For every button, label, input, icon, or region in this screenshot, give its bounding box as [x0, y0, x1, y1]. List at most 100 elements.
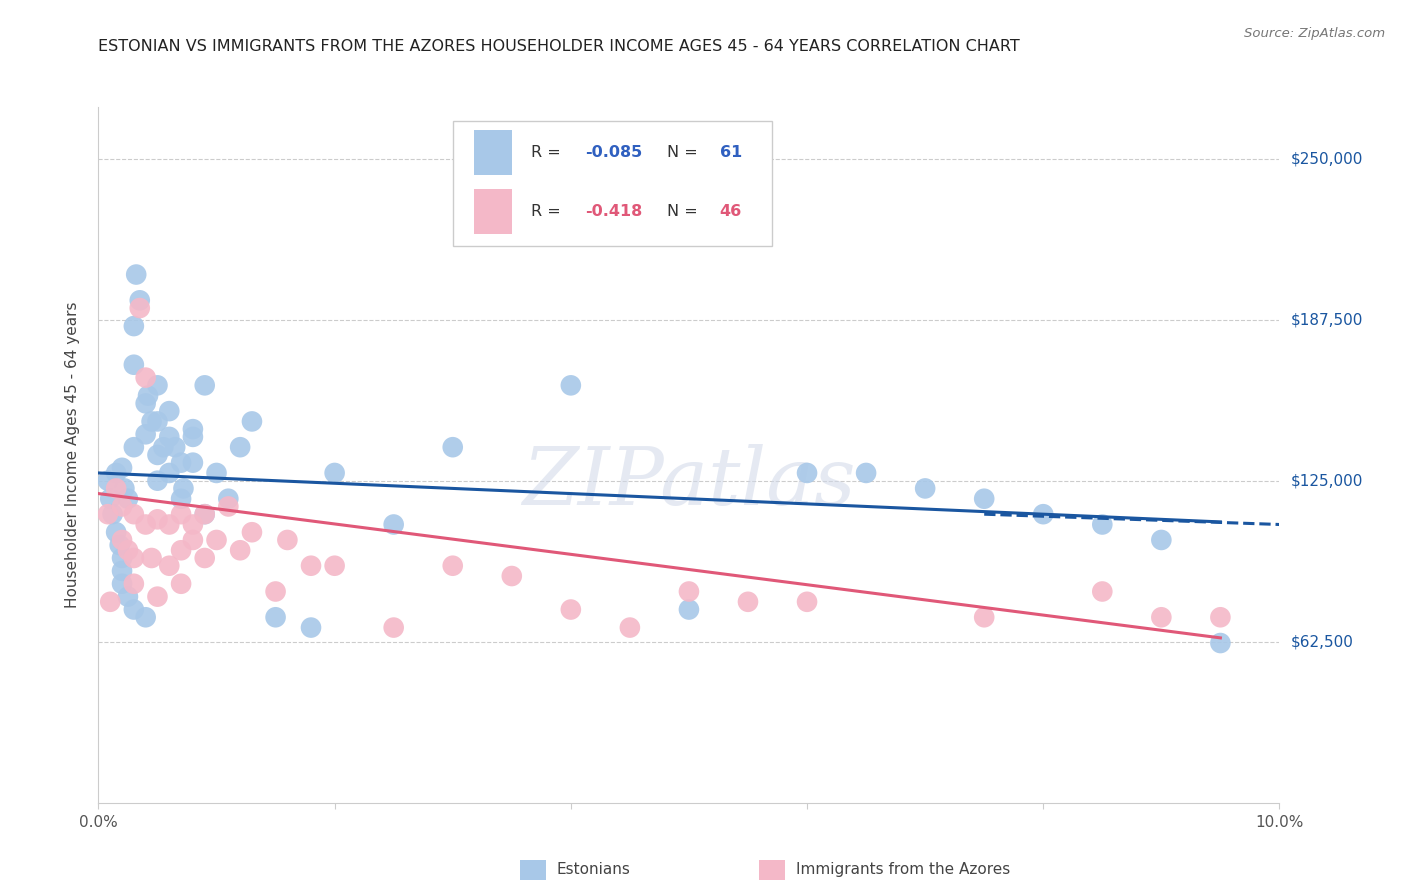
Point [264, 610, 287, 624]
Text: Source: ZipAtlas.com: Source: ZipAtlas.com [1244, 27, 1385, 40]
Text: $125,000: $125,000 [1291, 473, 1362, 488]
Point [240, 525, 263, 540]
Point [111, 460, 134, 475]
Point [128, 293, 150, 308]
Point [1150, 533, 1173, 547]
Point [914, 482, 936, 496]
Point [205, 533, 228, 547]
Text: ESTONIAN VS IMMIGRANTS FROM THE AZORES HOUSEHOLDER INCOME AGES 45 - 64 YEARS COR: ESTONIAN VS IMMIGRANTS FROM THE AZORES H… [98, 38, 1021, 54]
Point [170, 576, 193, 591]
Point [157, 466, 180, 480]
Point [152, 440, 174, 454]
Point [973, 610, 995, 624]
Point [276, 533, 298, 547]
Point [146, 474, 169, 488]
Point [181, 430, 204, 444]
Point [1209, 636, 1232, 650]
Point [146, 378, 169, 392]
Point [146, 512, 169, 526]
Text: ZIPatlas: ZIPatlas [522, 444, 856, 522]
Point [441, 558, 464, 573]
Text: $187,500: $187,500 [1291, 312, 1362, 327]
Point [111, 551, 134, 566]
Point [111, 564, 134, 578]
Point [737, 595, 759, 609]
Point [181, 517, 204, 532]
Point [111, 576, 134, 591]
Point [135, 427, 157, 442]
Point [122, 440, 145, 454]
Point [111, 533, 134, 547]
Point [146, 590, 169, 604]
Point [165, 440, 187, 454]
Point [135, 396, 157, 410]
Point [973, 491, 995, 506]
Point [217, 500, 239, 514]
Point [299, 621, 322, 635]
Text: N =: N = [666, 145, 703, 160]
Point [122, 602, 145, 616]
Point [97, 474, 120, 488]
Point [619, 621, 641, 635]
Point [111, 500, 134, 514]
Point [560, 378, 582, 392]
Point [170, 491, 193, 506]
Point [146, 414, 169, 428]
Point [501, 569, 523, 583]
Point [117, 590, 139, 604]
Point [157, 404, 180, 418]
Point [560, 602, 582, 616]
Point [98, 595, 121, 609]
Point [181, 456, 204, 470]
Point [122, 576, 145, 591]
Text: Immigrants from the Azores: Immigrants from the Azores [796, 863, 1010, 877]
Point [170, 543, 193, 558]
Text: -0.085: -0.085 [585, 145, 643, 160]
Point [264, 584, 287, 599]
Point [172, 482, 194, 496]
Point [135, 610, 157, 624]
Point [101, 507, 124, 521]
Point [194, 507, 217, 521]
Point [441, 440, 464, 454]
Y-axis label: Householder Income Ages 45 - 64 years: Householder Income Ages 45 - 64 years [65, 301, 80, 608]
Point [194, 507, 217, 521]
Point [122, 319, 145, 334]
Point [97, 507, 120, 521]
Text: Estonians: Estonians [557, 863, 631, 877]
Point [141, 551, 163, 566]
Point [122, 358, 145, 372]
Point [146, 448, 169, 462]
Point [108, 538, 131, 552]
Point [125, 268, 148, 282]
Text: R =: R = [530, 145, 565, 160]
Point [122, 551, 145, 566]
Point [157, 558, 180, 573]
Point [229, 440, 252, 454]
Point [181, 533, 204, 547]
FancyBboxPatch shape [474, 189, 512, 234]
Point [299, 558, 322, 573]
Point [136, 389, 159, 403]
Text: R =: R = [530, 204, 565, 219]
Point [105, 482, 128, 496]
Text: $250,000: $250,000 [1291, 151, 1362, 166]
Point [217, 491, 239, 506]
Point [678, 584, 700, 599]
Point [141, 414, 163, 428]
Text: 46: 46 [720, 204, 742, 219]
Text: 61: 61 [720, 145, 742, 160]
Text: $62,500: $62,500 [1291, 634, 1354, 649]
Point [678, 602, 700, 616]
Point [181, 422, 204, 436]
Point [170, 507, 193, 521]
Point [205, 466, 228, 480]
Point [240, 414, 263, 428]
Point [796, 466, 818, 480]
FancyBboxPatch shape [453, 121, 772, 246]
Point [796, 595, 818, 609]
Point [855, 466, 877, 480]
Point [122, 507, 145, 521]
Point [117, 491, 139, 506]
Point [323, 466, 346, 480]
